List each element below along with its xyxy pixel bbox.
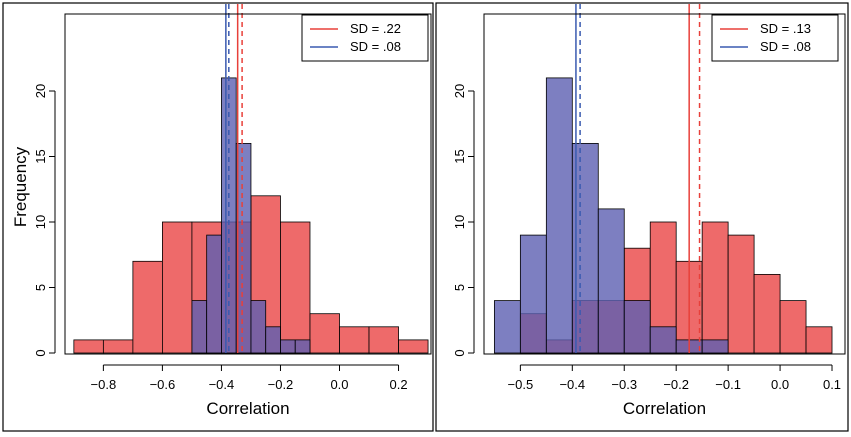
y-axis-title: Frequency [11,146,30,227]
histogram-bar [339,326,370,354]
histogram-bar [727,234,755,354]
y-tick-label: 0 [33,349,48,356]
histogram-bar [73,339,104,354]
x-tick-label: −0.2 [663,377,689,392]
y-tick-label: 20 [452,84,467,98]
histogram-bar [206,234,222,354]
x-tick-label: −0.2 [268,377,294,392]
x-axis-title: Correlation [623,399,706,418]
histogram-bar [701,339,729,354]
x-tick-label: −0.3 [611,377,637,392]
y-tick-label: 15 [33,149,48,163]
histogram-bar [398,339,429,354]
legend-label: SD = .08 [760,39,811,54]
histogram-bar [805,326,833,354]
x-tick-label: −0.4 [209,377,235,392]
histogram-bar [265,326,281,354]
histogram-bar [191,300,208,354]
legend-box [301,14,429,62]
legend-label: SD = .08 [350,39,401,54]
legend-label: SD = .22 [350,21,401,36]
chart-panel-1: 0 5 10 15 20 −0.8 −0.6 −0.4 −0.2 0.0 0.2 Correlatio… [2,2,434,432]
y-tick-label: 5 [33,284,48,291]
histogram-bar [519,234,547,354]
chart-panel-2: 0 5 10 15 20 −0.5 −0.4 −0.3 −0.2 −0.1 0.0 0.1 Correl… [435,2,849,432]
x-tick-label: 0.0 [771,377,789,392]
x-tick-label: −0.1 [715,377,741,392]
histogram-bar [779,300,807,354]
plot-frame [483,13,846,355]
histogram-bar [623,300,651,354]
x-tick-label: −0.6 [150,377,176,392]
histogram-bar [280,339,296,354]
y-tick-label: 15 [452,149,467,163]
histogram-bar [649,326,677,354]
histogram-bar [294,339,311,354]
x-tick-label: −0.8 [91,377,117,392]
y-tick-label: 10 [452,215,467,229]
histogram-bar [493,300,521,354]
y-tick-label: 10 [33,215,48,229]
histogram-bar [102,339,134,354]
histogram-bar [545,77,573,354]
y-tick-label: 0 [452,349,467,356]
histogram-bar [753,273,781,354]
x-tick-label: 0.0 [330,377,348,392]
histogram-bar [235,142,252,354]
legend: SD = .13 SD = .08 [711,14,839,62]
plot-frame [64,13,432,355]
panel-border [2,2,434,432]
y-tick-label: 5 [452,284,467,291]
legend-label: SD = .13 [760,21,811,36]
histogram-bar [597,208,625,354]
x-tick-label: 0.1 [823,377,841,392]
histogram-bar [280,221,311,354]
legend-box [711,14,839,62]
y-tick-label: 20 [33,84,48,98]
x-tick-label: −0.5 [508,377,534,392]
panel-border [435,2,849,432]
x-tick-label: −0.4 [559,377,585,392]
histogram-bar [162,221,193,354]
x-axis-title: Correlation [206,399,289,418]
legend: SD = .22 SD = .08 [301,14,429,62]
histogram-bar [132,260,163,354]
histogram-bar [309,313,340,354]
histogram-bar [250,300,267,354]
histogram-bar [368,326,399,354]
x-tick-label: 0.2 [389,377,407,392]
histogram-bar [701,221,729,354]
